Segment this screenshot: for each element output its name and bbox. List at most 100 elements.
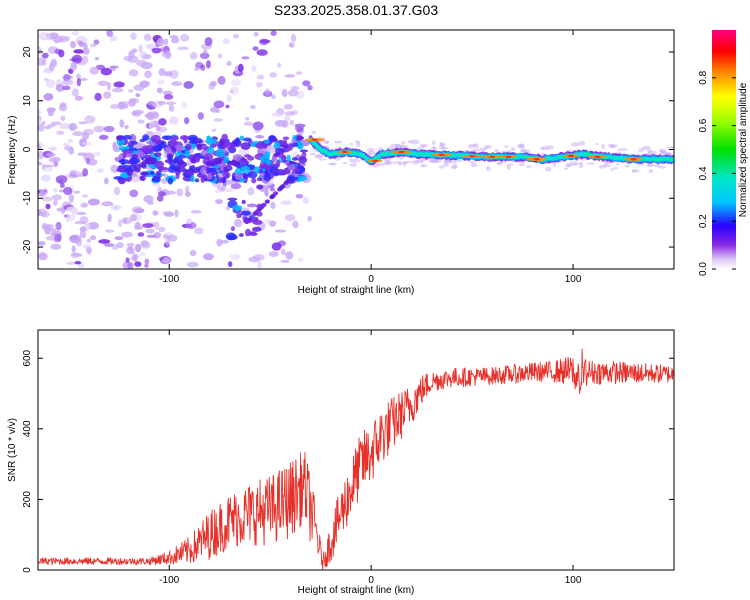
spectrogram-cell bbox=[79, 226, 87, 233]
spectrogram-cell bbox=[307, 215, 312, 222]
spectrogram-cell bbox=[263, 173, 272, 182]
spectrogram-cell bbox=[149, 120, 154, 130]
spectrogram-cell bbox=[571, 142, 580, 147]
spectrogram-cell bbox=[286, 154, 291, 163]
spectrogram-cell bbox=[284, 74, 296, 78]
spectrogram-cell bbox=[136, 59, 147, 67]
spectrogram-cell bbox=[186, 170, 193, 176]
spectrogram-cell bbox=[75, 238, 83, 247]
spectrogram-cell bbox=[103, 91, 112, 99]
spectrogram-cell bbox=[38, 208, 47, 217]
spectrogram-cell bbox=[45, 79, 56, 89]
spectrogram-cell bbox=[292, 135, 297, 141]
spectrogram-cell bbox=[328, 162, 337, 166]
spectrogram-cell bbox=[168, 70, 179, 79]
spectrogram-cell bbox=[631, 169, 636, 173]
colorbar-label: Normalized spectral amplitude bbox=[738, 82, 749, 217]
spectrogram-cell bbox=[106, 30, 114, 37]
spectrogram-cell bbox=[342, 161, 348, 165]
spectrogram-cell bbox=[216, 185, 227, 190]
spectrogram-cell bbox=[203, 253, 214, 261]
spectrogram-cell bbox=[61, 85, 71, 91]
spectrogram-cell bbox=[280, 259, 290, 263]
spectrogram-cell bbox=[157, 78, 165, 85]
spectrogram-cell bbox=[83, 152, 95, 161]
spectrogram-cell bbox=[116, 135, 124, 141]
spectrogram-cell bbox=[666, 146, 674, 149]
spectrogram-cell bbox=[225, 232, 237, 241]
spectrogram-cell bbox=[164, 158, 174, 164]
spectrogram-cell bbox=[41, 222, 48, 229]
spectrogram-cell bbox=[274, 151, 281, 156]
spectrogram-cell bbox=[56, 130, 65, 135]
spectrogram-cell bbox=[51, 194, 62, 201]
spectrogram-cell bbox=[254, 209, 260, 214]
spectrogram-cell bbox=[281, 88, 288, 98]
spectrogram-cell bbox=[277, 62, 282, 68]
spectrogram-cell bbox=[203, 174, 208, 181]
spectrogram-cell bbox=[40, 174, 51, 182]
spectrogram-cell bbox=[96, 168, 104, 173]
spectrogram-cell bbox=[131, 140, 138, 145]
spectrogram-cell bbox=[356, 142, 361, 148]
spectrogram-cell bbox=[595, 142, 599, 146]
spectrogram-cell bbox=[107, 213, 112, 221]
spectrogram-cell bbox=[194, 154, 201, 163]
spectrogram-cell bbox=[68, 170, 78, 179]
spectrogram-cell bbox=[38, 241, 46, 246]
spectrogram-cell bbox=[63, 142, 70, 147]
spectrogram-cell bbox=[41, 196, 53, 202]
spectrogram-cell bbox=[257, 261, 262, 269]
spectrogram-cell bbox=[479, 147, 487, 152]
spectrogram-cell bbox=[227, 197, 238, 201]
spectrogram-cell bbox=[112, 145, 121, 153]
x-tick-label: 100 bbox=[565, 575, 582, 586]
spectrogram-cell bbox=[122, 135, 133, 140]
spectrogram-cell bbox=[205, 60, 211, 69]
spectrogram-cell bbox=[268, 220, 277, 227]
spectrogram-cell bbox=[237, 63, 244, 73]
spectrogram-cell bbox=[138, 44, 143, 53]
spectrogram-cell bbox=[43, 125, 52, 130]
spectrogram-cell bbox=[154, 152, 162, 157]
spectrogram-cell bbox=[504, 145, 509, 148]
spectrogram-cell bbox=[586, 162, 595, 165]
spectrogram-cell bbox=[295, 71, 303, 76]
y-tick-label: -20 bbox=[22, 239, 33, 254]
spectrogram-y-ticks: -20 -10 0 10 20 bbox=[22, 46, 674, 254]
spectrogram-cell bbox=[177, 46, 189, 51]
spectrogram-cell bbox=[647, 163, 656, 167]
spectrogram-cell bbox=[164, 51, 172, 60]
spectrogram-cell bbox=[578, 140, 586, 146]
spectrogram-cell bbox=[224, 188, 234, 193]
spectrogram-cell bbox=[241, 199, 246, 205]
spectrogram-cell bbox=[131, 48, 138, 53]
spectrogram-cell bbox=[167, 166, 178, 174]
spectrogram-cell bbox=[49, 228, 57, 232]
spectrogram-cell bbox=[117, 166, 126, 173]
y-tick-label: 600 bbox=[22, 349, 33, 366]
spectrogram-cell bbox=[42, 166, 53, 172]
snr-y-label: SNR (10 * v/v) bbox=[7, 418, 18, 482]
spectrogram-cell bbox=[648, 169, 654, 174]
spectrogram-cell bbox=[219, 140, 225, 146]
spectrogram-cell bbox=[443, 163, 449, 167]
spectrogram-cell bbox=[571, 163, 579, 166]
spectrogram-cell bbox=[156, 195, 164, 202]
spectrogram-cell bbox=[71, 207, 78, 216]
spectrogram-cell bbox=[429, 159, 438, 164]
spectrogram-cell bbox=[265, 88, 271, 95]
spectrogram-cell bbox=[156, 87, 164, 94]
spectrogram-cell bbox=[71, 245, 76, 253]
spectrogram-cell bbox=[118, 219, 123, 228]
spectrogram-cell bbox=[94, 56, 100, 61]
spectrogram-cell bbox=[601, 144, 605, 150]
spectrogram-cell bbox=[59, 183, 65, 188]
spectrogram-cell bbox=[245, 117, 250, 121]
spectrogram-cell bbox=[55, 175, 68, 184]
spectrogram-cell bbox=[89, 235, 97, 241]
spectrogram-cell bbox=[471, 148, 481, 152]
spectrogram-cell bbox=[271, 242, 282, 251]
spectrogram-cell bbox=[261, 202, 267, 207]
